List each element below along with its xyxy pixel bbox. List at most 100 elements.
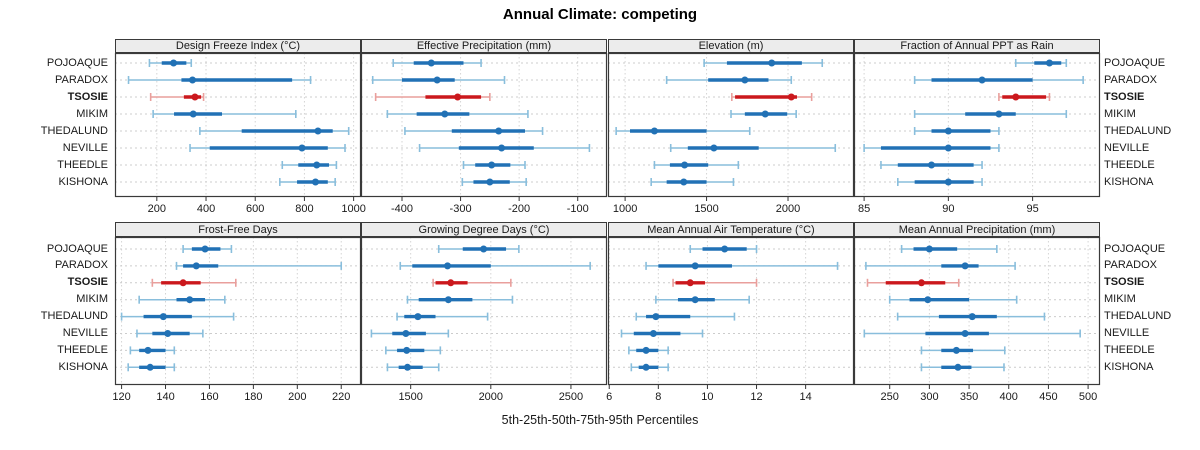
percentile-interval: [865, 261, 1016, 270]
panel-strip-title: Design Freeze Index (°C): [115, 39, 361, 53]
percentile-interval: [386, 363, 440, 372]
percentile-interval: [385, 346, 442, 355]
site-label: PARADOX: [55, 259, 108, 272]
median-dot: [649, 330, 657, 337]
median-dot: [427, 59, 435, 67]
median-dot: [928, 161, 936, 169]
site-label: THEEDLE: [57, 158, 108, 171]
site-label-column-right: POJOAQUE PARADOX TSOSIE MIKIM THEDALUND NEVIL…: [1104, 0, 1200, 450]
percentile-interval: [645, 261, 839, 270]
percentile-interval: [900, 245, 998, 253]
percentile-interval: [628, 346, 669, 355]
site-label: NEVILLE: [62, 327, 108, 339]
percentile-interval: [731, 93, 813, 101]
median-dot: [488, 161, 496, 169]
percentile-interval: [866, 278, 960, 287]
site-label-column-left: POJOAQUE PARADOX TSOSIE MIKIM THEDALUND NEVIL…: [0, 0, 108, 450]
percentile-interval: [418, 144, 591, 152]
site-label: THEDALUND: [1104, 310, 1172, 323]
axis-tick-label: 220: [332, 391, 350, 403]
median-dot: [164, 330, 172, 337]
percentile-interval: [635, 312, 736, 321]
site-label: TSOSIE: [67, 276, 108, 289]
axis-tick-label: 200: [288, 391, 306, 403]
median-dot: [1045, 59, 1053, 67]
median-dot: [188, 76, 196, 84]
panel-plot: 250 300 350 400 450 500: [853, 236, 1101, 403]
axis-tick-label: 250: [881, 391, 899, 403]
percentile-interval: [136, 329, 204, 338]
site-label: KISHONA: [1104, 360, 1154, 373]
median-dot: [402, 330, 410, 337]
site-label: THEEDLE: [1104, 158, 1155, 171]
percentile-interval: [371, 76, 506, 84]
axis-tick-label: 1000: [341, 203, 365, 215]
median-dot: [403, 363, 411, 371]
percentile-interval: [149, 93, 205, 101]
site-label: TSOSIE: [67, 90, 108, 103]
median-dot: [952, 346, 960, 354]
median-dot: [968, 313, 976, 321]
median-dot: [191, 93, 199, 101]
median-dot: [498, 144, 506, 152]
percentile-interval: [730, 110, 797, 118]
site-label: TSOSIE: [1104, 90, 1145, 103]
x-axis-label: 5th-25th-50th-75th-95th Percentiles: [501, 413, 699, 427]
percentile-interval: [279, 178, 336, 186]
axis-tick-label: 8: [655, 391, 661, 403]
panel-plot: -400 -300 -200 -100: [360, 52, 608, 215]
percentile-interval: [689, 245, 758, 253]
percentile-interval: [653, 161, 740, 169]
site-label: TSOSIE: [1104, 276, 1145, 289]
median-dot: [691, 262, 699, 270]
site-label: PARADOX: [1104, 259, 1157, 272]
percentile-interval: [672, 278, 758, 287]
site-label: PARADOX: [55, 73, 108, 86]
site-label: MIKIM: [1104, 107, 1136, 120]
percentile-interval: [199, 127, 350, 135]
panel-strip-title: Frost-Free Days: [115, 222, 361, 237]
percentile-interval: [665, 76, 793, 84]
percentile-interval: [998, 93, 1051, 101]
median-dot: [650, 127, 658, 135]
percentile-interval: [462, 161, 526, 169]
percentile-interval: [896, 312, 1046, 321]
axis-tick-label: 400: [197, 203, 215, 215]
median-dot: [954, 363, 962, 371]
percentile-interval: [620, 329, 704, 338]
percentile-interval: [913, 76, 1084, 84]
median-dot: [444, 262, 452, 270]
axis-tick-label: 6: [606, 391, 612, 403]
median-dot: [961, 262, 969, 270]
percentile-interval: [913, 110, 1068, 118]
median-dot: [1012, 93, 1020, 101]
site-label: THEEDLE: [1104, 343, 1155, 356]
percentile-interval: [396, 312, 489, 321]
percentile-interval: [703, 59, 824, 67]
percentile-interval: [182, 245, 233, 253]
percentile-interval: [630, 363, 669, 372]
percentile-interval: [880, 161, 983, 169]
median-dot: [944, 144, 952, 152]
median-dot: [652, 313, 660, 321]
percentile-interval: [281, 161, 338, 169]
median-dot: [444, 296, 452, 304]
site-label: NEVILLE: [62, 141, 108, 154]
chart-title: Annual Climate: competing: [502, 6, 698, 23]
axis-tick-label: 160: [200, 391, 218, 403]
median-dot: [144, 346, 152, 354]
percentile-interval: [127, 76, 312, 84]
percentile-interval: [669, 144, 837, 152]
panel-strip-title: Fraction of Annual PPT as Rain: [854, 39, 1100, 53]
percentile-interval: [148, 59, 193, 67]
median-dot: [170, 59, 178, 67]
median-dot: [414, 313, 422, 321]
site-label: POJOAQUE: [1104, 242, 1166, 255]
site-label: POJOAQUE: [46, 242, 108, 255]
percentile-interval: [151, 278, 237, 287]
median-dot: [179, 279, 187, 287]
percentile-interval: [152, 110, 297, 118]
site-label-column-left: POJOAQUE PARADOX TSOSIE MIKIM THEDALUND NEVIL…: [0, 0, 108, 450]
median-dot: [454, 93, 462, 101]
